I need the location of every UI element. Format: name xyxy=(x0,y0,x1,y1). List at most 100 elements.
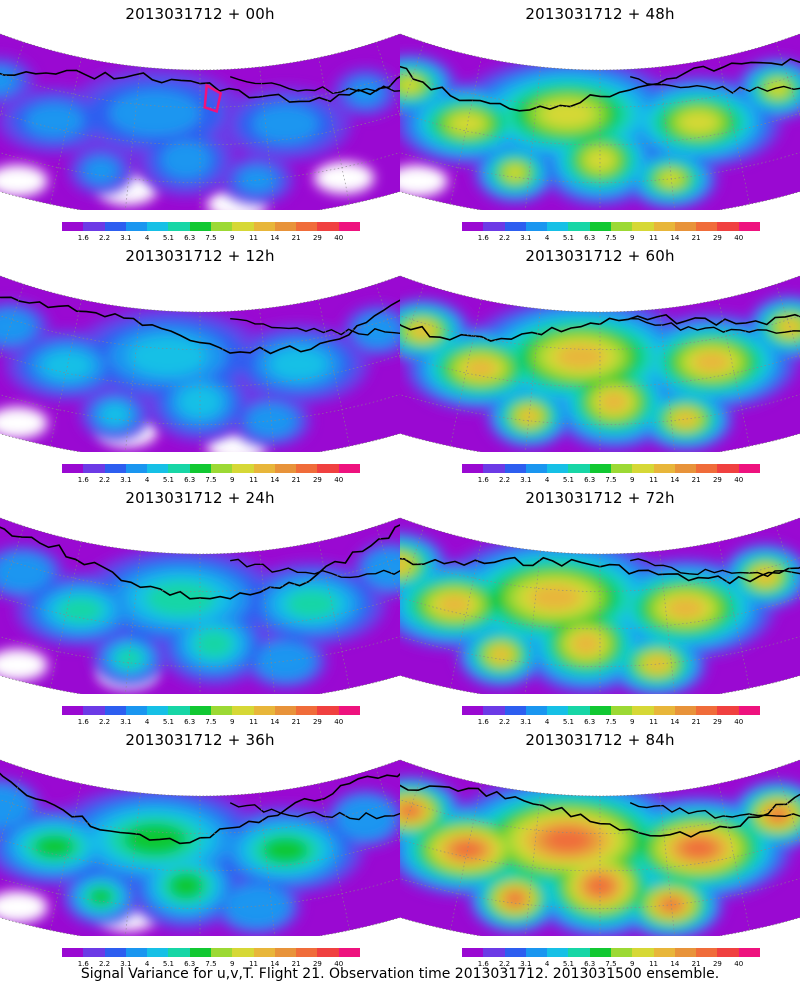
colorbar-tick-label: 3.1 xyxy=(120,476,132,484)
colorbar-swatch xyxy=(274,464,297,473)
colorbar-swatch xyxy=(232,222,254,231)
colorbar-tick-label: 14 xyxy=(270,476,280,484)
colorbar-tick-label: 4 xyxy=(544,718,550,726)
variance-contour-level xyxy=(169,873,204,899)
longitude-gridline xyxy=(0,284,25,427)
colorbar-tick-label: 21 xyxy=(291,960,301,968)
colorbar-tick-label: 5.1 xyxy=(562,718,574,726)
colorbar-tick-labels: 1.6 2.2 3.1 4 5.1 6.3 7.5 9 11 14 21 29 40 xyxy=(462,234,760,244)
longitude-gridline xyxy=(524,66,541,210)
longitude-gridline xyxy=(400,42,425,185)
colorbar-tick-labels: 1.6 2.2 3.1 4 5.1 6.3 7.5 9 11 14 21 29 40 xyxy=(62,960,360,970)
colorbar-swatch xyxy=(738,222,760,231)
variance-contour-level xyxy=(491,647,510,662)
colorbar-tick-label: 1.6 xyxy=(77,476,89,484)
colorbar-swatch xyxy=(589,222,611,231)
colorbar-tick-label: 2.2 xyxy=(98,960,111,968)
longitude-gridline xyxy=(0,768,25,911)
coastline xyxy=(630,557,800,578)
colorbar-swatch xyxy=(232,706,254,715)
colorbar-tick-label: 3.1 xyxy=(520,476,532,484)
colorbar-tick-label: 9 xyxy=(230,476,235,484)
longitude-gridline xyxy=(259,66,276,210)
colorbar-tick-label: 2.2 xyxy=(498,476,511,484)
colorbar-swatch xyxy=(147,222,169,231)
colorbar-tick-label: 21 xyxy=(291,718,301,726)
variance-contour-level xyxy=(769,808,786,821)
colorbar-swatch xyxy=(462,464,484,473)
colorbar-swatch xyxy=(525,948,548,957)
map-panel-0h: 2013031712 + 00h 1.6 2.2 3.1 4 5.1 6.3 7.5 9 11 14… xyxy=(0,0,400,242)
colorbar xyxy=(462,706,760,715)
colorbar-swatch xyxy=(547,464,569,473)
colorbar-swatch xyxy=(717,706,739,715)
coastline xyxy=(400,746,800,838)
colorbar-swatch xyxy=(568,464,590,473)
figure-caption: Signal Variance for u,v,T. Flight 21. Ob… xyxy=(80,966,720,982)
variance-contour-level xyxy=(25,104,84,138)
colorbar-tick-label: 14 xyxy=(270,718,280,726)
variance-contour-level xyxy=(675,412,696,426)
colorbar-swatch xyxy=(125,948,148,957)
colorbar xyxy=(462,464,760,473)
colorbar-swatch xyxy=(632,706,654,715)
colorbar-swatch xyxy=(674,948,697,957)
colorbar-swatch xyxy=(232,948,254,957)
map-panel-48h: 2013031712 + 48h 1.6 2.2 3.1 4 5.1 6.3 7.5 9 11 14… xyxy=(400,0,800,242)
longitude-gridline xyxy=(524,550,541,694)
colorbar-swatch xyxy=(610,706,633,715)
colorbar-tick-label: 21 xyxy=(691,476,701,484)
longitude-gridline xyxy=(50,783,82,931)
colorbar-swatch xyxy=(147,706,169,715)
colorbar-swatch xyxy=(296,706,318,715)
colorbar-tick-label: 1.6 xyxy=(477,234,489,242)
colorbar-swatch xyxy=(462,222,484,231)
longitude-gridline xyxy=(450,299,482,447)
colorbar-swatch xyxy=(632,464,654,473)
variance-map xyxy=(0,262,400,452)
colorbar-swatch xyxy=(525,222,548,231)
colorbar-tick-label: 5.1 xyxy=(162,718,174,726)
longitude-gridline xyxy=(124,66,141,210)
colorbar-swatch xyxy=(547,948,569,957)
colorbar-tick-label: 9 xyxy=(230,718,235,726)
longitude-gridline xyxy=(659,66,676,210)
panel-title: 2013031712 + 00h xyxy=(125,5,275,23)
colorbar-tick-label: 3.1 xyxy=(120,960,132,968)
colorbar-swatch xyxy=(653,464,675,473)
variance-contour-level xyxy=(556,344,605,369)
colorbar-tick-label: 1.6 xyxy=(77,234,89,242)
colorbar-tick-label: 40 xyxy=(734,476,744,484)
colorbar-swatch xyxy=(253,222,275,231)
variance-contour-level xyxy=(546,829,590,851)
colorbar-tick-label: 1.6 xyxy=(477,960,489,968)
variance-map xyxy=(400,746,800,936)
colorbar-swatch xyxy=(610,948,633,957)
colorbar-swatch xyxy=(610,222,633,231)
colorbar xyxy=(62,464,360,473)
colorbar-swatch xyxy=(62,706,84,715)
colorbar-swatch xyxy=(738,706,760,715)
colorbar-swatch xyxy=(338,222,360,231)
colorbar-swatch xyxy=(274,222,297,231)
colorbar-swatch xyxy=(525,464,548,473)
longitude-gridline xyxy=(659,550,676,694)
colorbar-swatch xyxy=(189,464,211,473)
variance-contour-level xyxy=(682,839,715,858)
colorbar-swatch xyxy=(568,948,590,957)
panel-title: 2013031712 + 24h xyxy=(125,489,275,507)
colorbar-tick-label: 29 xyxy=(712,718,722,726)
variance-contour-level xyxy=(178,386,222,418)
colorbar-tick-label: 11 xyxy=(649,718,659,726)
colorbar-tick-label: 2.2 xyxy=(498,960,511,968)
colorbar-tick-label: 14 xyxy=(270,960,280,968)
colorbar-swatch xyxy=(696,464,718,473)
colorbar-tick-label: 21 xyxy=(691,960,701,968)
low-variance-gap xyxy=(314,161,375,194)
colorbar-tick-labels: 1.6 2.2 3.1 4 5.1 6.3 7.5 9 11 14 21 29 40 xyxy=(462,718,760,728)
colorbar-tick-label: 29 xyxy=(312,960,322,968)
variance-contour-level xyxy=(679,111,718,133)
variance-contour-level xyxy=(694,352,729,372)
variance-contour-level xyxy=(238,167,276,193)
colorbar-swatch xyxy=(189,948,211,957)
